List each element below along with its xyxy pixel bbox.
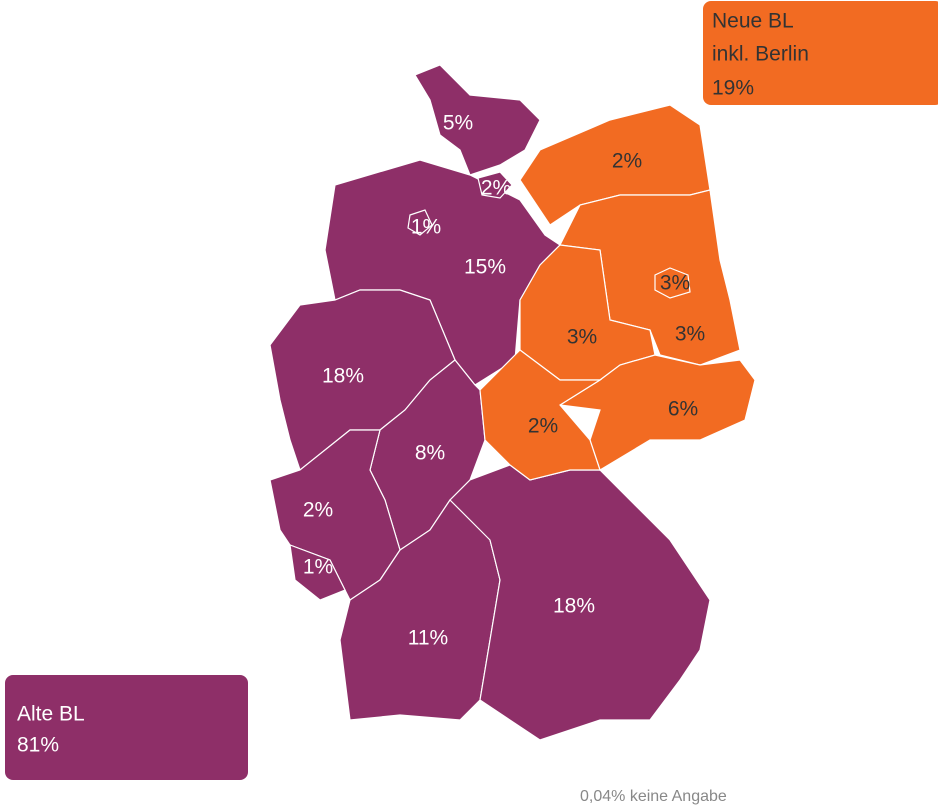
region-label: 5% — [443, 112, 473, 135]
region-label: 6% — [668, 398, 698, 421]
region-label: 1% — [411, 216, 441, 239]
legend-text: Alte BL — [17, 703, 85, 726]
region-label: 2% — [303, 499, 333, 522]
old-box: Alte BL 81% — [5, 675, 248, 780]
legend-box — [5, 675, 248, 780]
region-label: 1% — [303, 556, 333, 579]
legend-text: 81% — [17, 734, 59, 757]
sachsen — [558, 354, 756, 471]
region-label: 3% — [675, 323, 705, 346]
region-label: 8% — [415, 442, 445, 465]
region-label: 2% — [481, 177, 511, 200]
hamburg — [477, 171, 513, 199]
legend-text: 19% — [712, 77, 754, 100]
footnote: 0,04% keine Angabe — [580, 788, 727, 805]
bremen — [407, 209, 433, 236]
region-label: 18% — [322, 365, 364, 388]
region-label: 3% — [567, 326, 597, 349]
new-states — [479, 104, 756, 481]
region-label: 3% — [660, 272, 690, 295]
region-label: 2% — [528, 415, 558, 438]
legend-text: Neue BL — [712, 10, 794, 33]
region-label: 2% — [612, 150, 642, 173]
schleswig-holstein — [414, 64, 541, 176]
legend-box — [703, 1, 938, 105]
region-label: 18% — [553, 595, 595, 618]
berlin — [654, 267, 691, 299]
region-labels: 5% 2% 1% 15% 18% 8% 2% 1% 11% 18% 2% 3% … — [303, 112, 705, 650]
new-box: Neue BL inkl. Berlin 19% — [703, 1, 938, 105]
legend-text: inkl. Berlin — [712, 43, 809, 66]
saarland — [289, 544, 346, 601]
thueringen — [479, 349, 603, 481]
region-label: 11% — [408, 627, 448, 650]
region-label: 15% — [464, 256, 506, 279]
